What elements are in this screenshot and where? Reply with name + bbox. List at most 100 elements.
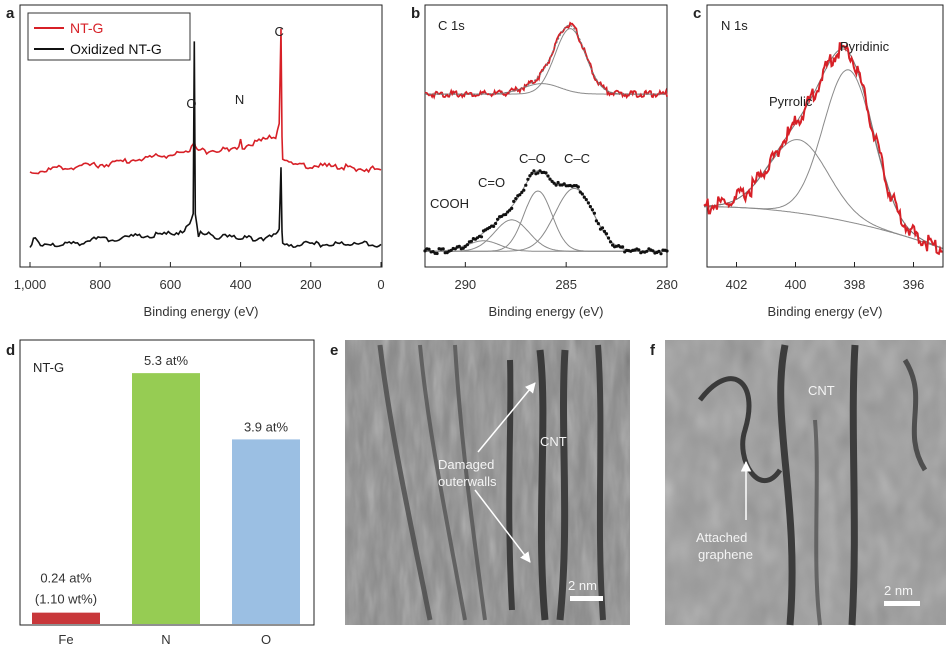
panel-a-frame [19, 4, 383, 268]
panel-c-frame [706, 4, 944, 268]
c1s-bottom-point [441, 247, 445, 251]
c1s-bottom-fit [425, 170, 667, 252]
panel-b-c1s: C 1s 290 285 280 COOH C=O C–O C–C Binding … [423, 4, 678, 319]
panel-c-xtick-label: 402 [726, 277, 748, 292]
panel-b-xtick-label: 285 [555, 277, 577, 292]
c1s-bottom-point [594, 219, 599, 223]
peak-label-c: C [275, 24, 284, 39]
c1s-bottom-point [586, 201, 591, 205]
panel-a-xtick-label: 1,000 [14, 277, 47, 292]
panel-b-xtick-label: 280 [656, 277, 678, 292]
tem-e-arrow-up [477, 382, 536, 453]
bar-category-label-fe: Fe [58, 632, 73, 647]
tem-e-label-damaged: Damaged [438, 457, 494, 472]
c1s-bottom-point [645, 249, 649, 253]
c1s-bottom-point [621, 245, 625, 249]
c1s-bottom-point [528, 174, 532, 178]
bar-n [132, 373, 200, 624]
legend-label-ntg: NT-G [70, 20, 103, 36]
n1s-component-pyridinic [704, 69, 943, 249]
panel-d-title: NT-G [33, 360, 64, 375]
panel-b-xtick-label: 290 [454, 277, 476, 292]
tem-e-wall [556, 349, 569, 621]
c1s-bottom-point [518, 193, 522, 197]
c1s-bottom-point [463, 244, 467, 249]
c1s-bottom-point [435, 251, 439, 256]
c1s-bottom-point [544, 171, 548, 175]
tem-f-scale-label: 2 nm [884, 583, 913, 598]
tem-f-label-cnt: CNT [808, 383, 835, 398]
tem-e-label-cnt: CNT [540, 434, 567, 449]
tem-image-f: CNT Attached graphene 2 nm [665, 340, 946, 626]
panel-label-c: c [693, 5, 701, 22]
c1s-bottom-point [453, 247, 457, 251]
c1s-bottom-point [584, 198, 588, 202]
c1s-top-measured [424, 21, 668, 100]
c1s-bottom-point [469, 239, 473, 243]
tem-f-label-attached: Attached [696, 530, 747, 545]
c1s-bottom-point [651, 249, 655, 253]
panel-b-xlabel: Binding energy (eV) [489, 304, 604, 319]
c1s-bottom-point [596, 222, 601, 226]
c1s-bottom-point [479, 235, 484, 239]
c1s-bottom-point [526, 177, 530, 181]
tem-image-e: Damaged outerwalls CNT 2 nm [345, 340, 630, 625]
c1s-bottom-point [562, 182, 566, 186]
c1s-bottom-point [427, 247, 431, 251]
tem-f-wall [848, 344, 859, 626]
c1s-bottom-point [556, 180, 560, 185]
c1s-bottom-point [659, 252, 663, 256]
panel-label-e: e [330, 342, 338, 359]
c1s-bottom-point [588, 205, 593, 209]
tem-f-scale-bar [884, 601, 920, 606]
panel-a-xps-survey: 1,000 800 600 400 200 0 O N C NT-G Oxidized N… [14, 4, 385, 319]
c1s-bottom-point [457, 244, 461, 248]
c1s-bottom-point [423, 249, 427, 253]
label-cooh: COOH [430, 196, 469, 211]
n1s-measured [703, 42, 943, 256]
peak-label-n: N [235, 92, 244, 107]
c1s-bottom-point [536, 171, 540, 175]
panel-d-frame [19, 339, 315, 626]
c1s-bottom-point [520, 190, 524, 194]
panel-c-xtick-label: 400 [785, 277, 807, 292]
tem-e-wall [536, 349, 549, 621]
panel-c-xlabel: Binding energy (eV) [768, 304, 883, 319]
panel-a-xtick-label: 400 [230, 277, 252, 292]
panel-c-title: N 1s [721, 18, 748, 33]
c1s-bottom-point [514, 197, 518, 201]
label-c-double-o: C=O [478, 175, 505, 190]
tem-f-wall [777, 344, 796, 626]
n1s-component-pyrrolic [703, 139, 943, 249]
panel-b-title: C 1s [438, 18, 465, 33]
tem-e-fringe [453, 344, 487, 621]
label-c-c: C–C [564, 151, 590, 166]
c1s-bottom-point [582, 195, 586, 199]
bar-category-label-n: N [161, 632, 170, 647]
c1s-bottom-point [578, 190, 582, 194]
c1s-bottom-point [546, 174, 550, 178]
tem-e-arrow-down [474, 489, 531, 563]
c1s-bottom-point [590, 208, 595, 212]
c1s-bottom-point [600, 226, 605, 230]
tem-e-fringe [418, 344, 467, 621]
label-c-o: C–O [519, 151, 546, 166]
panel-label-b: b [411, 5, 420, 22]
panel-c-xtick-label: 396 [903, 277, 925, 292]
tem-e-wall [506, 359, 515, 611]
c1s-bottom-point [592, 211, 597, 215]
tem-e-scale-label: 2 nm [568, 578, 597, 593]
c1s-top-fit [425, 24, 667, 95]
legend-label-oxidized: Oxidized NT-G [70, 41, 162, 57]
c1s-bottom-point [665, 249, 669, 253]
panel-a-xlabel: Binding energy (eV) [144, 304, 259, 319]
c1s-bottom-point [496, 217, 500, 221]
c1s-bottom-point [637, 248, 641, 252]
c1s-bottom-point [512, 199, 516, 203]
legend-box [27, 12, 191, 61]
c1s-bottom-point [608, 240, 613, 244]
c1s-bottom-point [580, 192, 584, 196]
c1s-bottom-point [530, 171, 534, 175]
c1s-bottom-point [604, 232, 609, 236]
